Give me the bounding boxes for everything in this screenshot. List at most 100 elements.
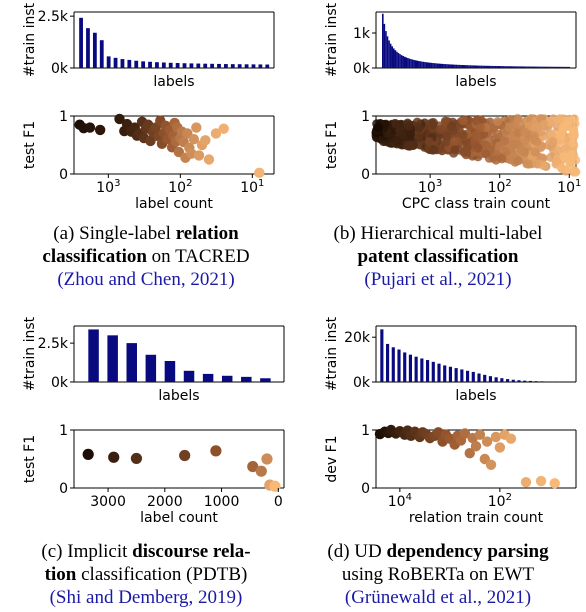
b-bar-chart-bar [400, 55, 403, 68]
a-bar-chart-bar [134, 60, 139, 68]
d-bar-chart-ytick-1: 20k [344, 330, 371, 346]
a-scatter-point [145, 135, 156, 147]
b-bar-chart-bar [474, 65, 477, 68]
b-scatter-point [442, 130, 452, 140]
b-bar-chart-bar [468, 65, 470, 68]
d-bar-chart-bar [380, 329, 384, 382]
d-bar-chart-bar [431, 361, 435, 382]
d-bar-chart-bar [477, 373, 481, 382]
b-bar-chart-bar [403, 56, 406, 68]
b-scatter-point [563, 117, 573, 127]
d-bar-chart-bar [488, 376, 492, 382]
b-bar-chart-bar [446, 64, 448, 68]
b-bar-chart-bar [501, 66, 503, 68]
b-bar-chart-bar [430, 62, 433, 68]
d-bar-chart-bar [414, 356, 418, 382]
b-bar-chart-bar [512, 66, 514, 68]
b-bar-chart-bar [505, 66, 508, 68]
d-bar-chart-bar [420, 358, 424, 382]
b-bar-chart-bar [439, 63, 442, 68]
d-scatter-point [549, 478, 560, 489]
c-bar-chart-bar [88, 329, 99, 382]
d-bar-chart-bar [460, 369, 464, 382]
b-bar-chart-ytick-0: 0k [353, 61, 371, 77]
a-bar-chart-bar [230, 64, 235, 68]
b-scatter-point [462, 147, 472, 157]
b-scatter-point [553, 115, 564, 125]
b-bar-chart-bar [421, 61, 423, 68]
b-scatter-point [495, 141, 505, 151]
b-bar-chart-bar [530, 66, 533, 68]
a-bar-chart-bar [258, 64, 263, 68]
c-xlabel: label count [140, 510, 218, 526]
a-bar-chart-bar [217, 63, 221, 68]
b-scatter-point [471, 130, 481, 140]
b-bar-chart-bar [535, 66, 538, 68]
b-scatter-point [491, 155, 501, 165]
b-xtick-0: 103 [418, 178, 442, 196]
a-bar-chart-ytick-0: 0k [51, 61, 69, 77]
b-bar-chart-bar [529, 66, 531, 68]
b-scatter-point [513, 156, 523, 166]
b-bar-chart-bar [402, 55, 404, 68]
d-scatter-point [494, 442, 506, 453]
b-bar-chart-bar [515, 66, 517, 68]
b-bar-chart-bar [388, 40, 390, 68]
b-bar-chart-bar [479, 65, 481, 68]
d-bar-chart-bar [471, 371, 475, 382]
b-bar-chart-bar [502, 66, 505, 68]
a-bar-chart-bar [148, 61, 152, 68]
b-bar-chart-bar [422, 61, 425, 68]
a-scatter-point [191, 122, 202, 133]
d-bar-chart-bar [403, 352, 407, 382]
a-xtick-1: 102 [168, 178, 192, 196]
b-scatter-point [556, 129, 566, 140]
b-scatter-point [559, 151, 569, 162]
b-bar-chart-bar [397, 53, 400, 68]
b-scatter-point [503, 122, 514, 132]
b-scatter-point [524, 159, 534, 169]
b-bar-chart-bar [554, 66, 556, 68]
a-xtick-0: 103 [96, 178, 120, 196]
b-bar-chart-bar [486, 65, 489, 68]
b-bar-chart-bar [477, 65, 480, 68]
b-bar-chart-bar [497, 66, 500, 68]
d-xtick-1: 102 [488, 492, 512, 510]
b-scatter-point [536, 127, 546, 137]
a-bar-chart-bar [237, 64, 242, 68]
d-scatter-point [535, 475, 547, 487]
b-bar-chart-bar [482, 65, 484, 68]
b-xtick-2: 101 [557, 178, 581, 196]
b-bar-chart-bar [540, 66, 542, 68]
d-scatter-point [459, 428, 471, 439]
d-bar-chart-bar [511, 379, 515, 382]
b-scatter-point [414, 122, 424, 133]
b-bar-chart-bar [543, 66, 545, 68]
d-bar-chart-bar [443, 365, 447, 382]
b-bar-chart-bar [443, 63, 445, 68]
c-bar-chart-bar [221, 375, 233, 382]
b-scatter-point [505, 154, 515, 164]
b-bar-chart-bar [450, 64, 453, 68]
a-bar-chart-bar [203, 63, 208, 68]
b-bar-chart-bar [389, 43, 392, 68]
b-bar-chart-bar [466, 65, 469, 68]
b-bar-chart-bar [521, 66, 524, 68]
c-scatter-ytick-0: 0 [59, 481, 68, 497]
b-bar-chart-bar [447, 64, 450, 68]
c-scatter-point [82, 448, 94, 460]
b-scatter-point [403, 141, 413, 151]
d-bar-chart-bar [540, 381, 544, 382]
b-bar-chart-bar [523, 66, 525, 68]
c-scatter-point [108, 451, 120, 463]
c-scatter-point [269, 480, 281, 492]
b-bar-chart-bar [410, 59, 412, 68]
d-scatter-point [505, 433, 517, 444]
b-bar-chart-bar [526, 66, 528, 68]
c-scatter-ylabel: test F1 [22, 435, 38, 483]
b-scatter-ytick-0: 0 [361, 167, 370, 183]
b-scatter-point [390, 118, 400, 129]
b-bar-chart-bar [494, 65, 497, 68]
a-bar-chart-xlabel: labels [153, 74, 194, 90]
b-bar-chart-bar [392, 48, 395, 68]
